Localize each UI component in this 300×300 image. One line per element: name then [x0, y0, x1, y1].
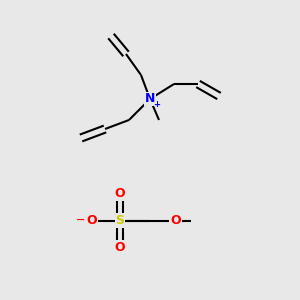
Text: O: O	[86, 214, 97, 227]
Text: −: −	[75, 215, 85, 225]
Text: +: +	[153, 100, 161, 109]
Text: N: N	[145, 92, 155, 106]
Text: O: O	[115, 241, 125, 254]
Text: O: O	[115, 187, 125, 200]
Text: S: S	[116, 214, 124, 227]
Text: O: O	[170, 214, 181, 227]
